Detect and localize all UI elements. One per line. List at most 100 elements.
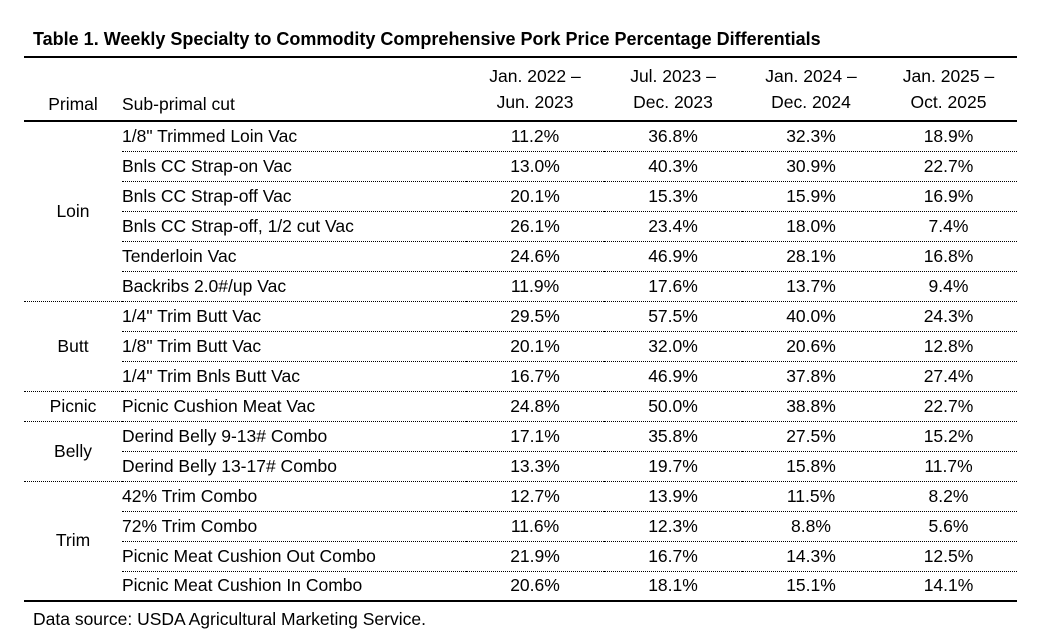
- value-cell: 9.4%: [880, 271, 1017, 302]
- subprimal-cut-cell: 42% Trim Combo: [122, 481, 466, 512]
- value-cell: 16.7%: [604, 541, 742, 572]
- table-row: Backribs 2.0#/up Vac 11.9% 17.6% 13.7% 9…: [24, 271, 1017, 302]
- value-cell: 14.3%: [742, 541, 880, 572]
- period-3-line-1: Jan. 2024 –: [765, 66, 857, 86]
- subprimal-cut-cell: 72% Trim Combo: [122, 511, 466, 542]
- value-cell: 5.6%: [880, 511, 1017, 542]
- subprimal-cut-cell: 1/8" Trimmed Loin Vac: [122, 121, 466, 152]
- value-cell: 7.4%: [880, 211, 1017, 242]
- table-row: Bnls CC Strap-on Vac 13.0% 40.3% 30.9% 2…: [24, 151, 1017, 182]
- subprimal-cut-cell: Tenderloin Vac: [122, 241, 466, 272]
- value-cell: 23.4%: [604, 211, 742, 242]
- value-cell: 28.1%: [742, 241, 880, 272]
- table-body: Loin 1/8" Trimmed Loin Vac 11.2% 36.8% 3…: [24, 121, 1017, 602]
- subprimal-cut-cell: Bnls CC Strap-off Vac: [122, 181, 466, 212]
- primal-group-cell-loin: Loin: [24, 121, 122, 302]
- value-cell: 46.9%: [604, 361, 742, 392]
- value-cell: 16.7%: [466, 361, 604, 392]
- data-source-note: Data source: USDA Agricultural Marketing…: [33, 609, 426, 629]
- column-header-subprimal: Sub-primal cut: [122, 58, 466, 122]
- primal-group-cell-trim: Trim: [24, 481, 122, 602]
- primal-group-cell-belly: Belly: [24, 421, 122, 482]
- table-row: Butt 1/4" Trim Butt Vac 29.5% 57.5% 40.0…: [24, 301, 1017, 392]
- column-header-period-3: Jan. 2024 – Dec. 2024: [742, 58, 880, 122]
- value-cell: 12.3%: [604, 511, 742, 542]
- table-row: 1/4" Trim Bnls Butt Vac 16.7% 46.9% 37.8…: [24, 361, 1017, 392]
- subprimal-cut-cell: 1/8" Trim Butt Vac: [122, 331, 466, 362]
- value-cell: 57.5%: [604, 301, 742, 332]
- period-2-line-2: Dec. 2023: [633, 92, 713, 112]
- period-4-line-1: Jan. 2025 –: [902, 66, 995, 86]
- value-cell: 22.7%: [880, 391, 1017, 422]
- value-cell: 8.2%: [880, 481, 1017, 512]
- column-header-period-1: Jan. 2022 – Jun. 2023: [466, 58, 604, 122]
- subprimal-cut-cell: Derind Belly 9-13# Combo: [122, 421, 466, 452]
- table-row: Picnic Meat Cushion In Combo 20.6% 18.1%…: [24, 571, 1017, 602]
- value-cell: 26.1%: [466, 211, 604, 242]
- value-cell: 20.1%: [466, 181, 604, 212]
- value-cell: 16.8%: [880, 241, 1017, 272]
- table-row: Belly Derind Belly 9-13# Combo 17.1% 35.…: [24, 421, 1017, 482]
- value-cell: 40.3%: [604, 151, 742, 182]
- subprimal-cut-cell: Bnls CC Strap-on Vac: [122, 151, 466, 182]
- table-row: Tenderloin Vac 24.6% 46.9% 28.1% 16.8%: [24, 241, 1017, 272]
- pork-price-differentials-table: Primal Sub-primal cut Jan. 2022 – Jun. 2…: [24, 58, 1017, 602]
- value-cell: 8.8%: [742, 511, 880, 542]
- value-cell: 32.3%: [742, 121, 880, 152]
- value-cell: 13.3%: [466, 451, 604, 482]
- primal-group-cell-butt: Butt: [24, 301, 122, 392]
- table-row: Loin 1/8" Trimmed Loin Vac 11.2% 36.8% 3…: [24, 121, 1017, 302]
- value-cell: 15.3%: [604, 181, 742, 212]
- value-cell: 46.9%: [604, 241, 742, 272]
- value-cell: 18.9%: [880, 121, 1017, 152]
- value-cell: 20.6%: [466, 571, 604, 602]
- value-cell: 11.7%: [880, 451, 1017, 482]
- subprimal-cut-cell: 1/4" Trim Bnls Butt Vac: [122, 361, 466, 392]
- value-cell: 37.8%: [742, 361, 880, 392]
- period-1-line-1: Jan. 2022 –: [489, 66, 581, 86]
- value-cell: 20.6%: [742, 331, 880, 362]
- value-cell: 11.5%: [742, 481, 880, 512]
- value-cell: 30.9%: [742, 151, 880, 182]
- value-cell: 13.0%: [466, 151, 604, 182]
- table-title: Table 1. Weekly Specialty to Commodity C…: [24, 26, 1017, 58]
- value-cell: 14.1%: [880, 571, 1017, 602]
- period-2-line-1: Jul. 2023 –: [630, 66, 716, 86]
- value-cell: 13.9%: [604, 481, 742, 512]
- table-row: Trim 42% Trim Combo 12.7% 13.9% 11.5% 8.…: [24, 481, 1017, 602]
- column-header-primal: Primal: [24, 58, 122, 122]
- period-4-line-2: Oct. 2025: [910, 92, 987, 112]
- subprimal-cut-cell: 1/4" Trim Butt Vac: [122, 301, 466, 332]
- value-cell: 11.2%: [466, 121, 604, 152]
- value-cell: 16.9%: [880, 181, 1017, 212]
- value-cell: 12.5%: [880, 541, 1017, 572]
- value-cell: 17.1%: [466, 421, 604, 452]
- table-row: Bnls CC Strap-off Vac 20.1% 15.3% 15.9% …: [24, 181, 1017, 212]
- value-cell: 12.7%: [466, 481, 604, 512]
- value-cell: 15.1%: [742, 571, 880, 602]
- subprimal-cut-cell: Derind Belly 13-17# Combo: [122, 451, 466, 482]
- value-cell: 18.1%: [604, 571, 742, 602]
- table-row: 1/8" Trim Butt Vac 20.1% 32.0% 20.6% 12.…: [24, 331, 1017, 362]
- value-cell: 24.3%: [880, 301, 1017, 332]
- subprimal-cut-cell: Bnls CC Strap-off, 1/2 cut Vac: [122, 211, 466, 242]
- column-header-period-4: Jan. 2025 – Oct. 2025: [880, 58, 1017, 122]
- subprimal-cut-cell: Picnic Cushion Meat Vac: [122, 391, 466, 422]
- table-row: 72% Trim Combo 11.6% 12.3% 8.8% 5.6%: [24, 511, 1017, 542]
- value-cell: 50.0%: [604, 391, 742, 422]
- table-header: Primal Sub-primal cut Jan. 2022 – Jun. 2…: [24, 58, 1017, 122]
- value-cell: 15.2%: [880, 421, 1017, 452]
- value-cell: 17.6%: [604, 271, 742, 302]
- subprimal-cut-cell: Picnic Meat Cushion In Combo: [122, 571, 466, 602]
- value-cell: 27.4%: [880, 361, 1017, 392]
- table-row: Bnls CC Strap-off, 1/2 cut Vac 26.1% 23.…: [24, 211, 1017, 242]
- value-cell: 40.0%: [742, 301, 880, 332]
- table-row: Picnic Meat Cushion Out Combo 21.9% 16.7…: [24, 541, 1017, 572]
- period-3-line-2: Dec. 2024: [771, 92, 851, 112]
- value-cell: 35.8%: [604, 421, 742, 452]
- column-header-period-2: Jul. 2023 – Dec. 2023: [604, 58, 742, 122]
- value-cell: 15.9%: [742, 181, 880, 212]
- value-cell: 11.9%: [466, 271, 604, 302]
- table-row: Picnic Picnic Cushion Meat Vac 24.8% 50.…: [24, 391, 1017, 422]
- value-cell: 22.7%: [880, 151, 1017, 182]
